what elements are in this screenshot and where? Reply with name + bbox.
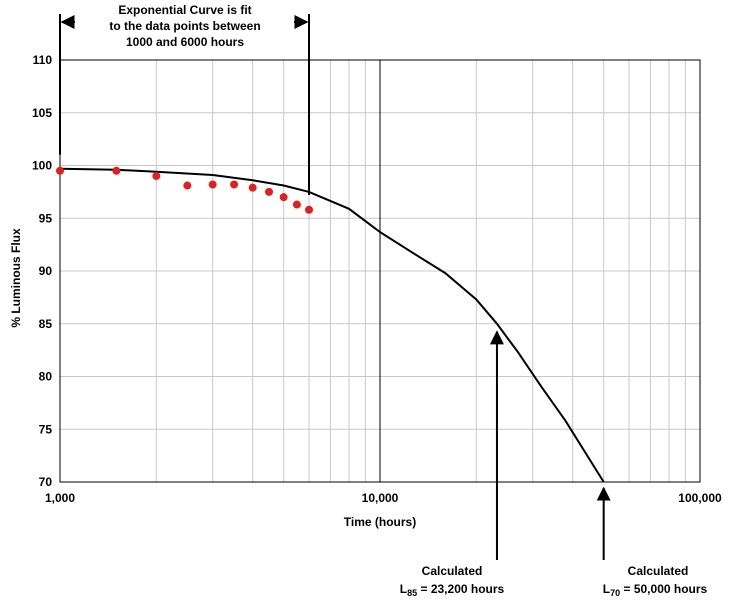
data-points bbox=[56, 166, 314, 214]
y-tick-label: 80 bbox=[39, 370, 53, 384]
y-tick-label: 110 bbox=[33, 53, 53, 67]
l85-prefix: L bbox=[400, 582, 407, 596]
data-point bbox=[292, 200, 301, 209]
y-tick-label: 95 bbox=[39, 211, 53, 225]
data-point bbox=[152, 172, 161, 181]
l70-subscript: 70 bbox=[610, 588, 620, 598]
plot-frame bbox=[59, 59, 701, 483]
l85-suffix: = 23,200 hours bbox=[417, 582, 504, 596]
x-tick-label: 100,000 bbox=[678, 491, 722, 505]
data-point bbox=[248, 183, 257, 192]
x-axis-ticks: 1,000 10,000 100,000 bbox=[45, 491, 722, 505]
data-point bbox=[183, 181, 192, 190]
fit-range-text-3: 1000 and 6000 hours bbox=[126, 35, 244, 49]
fit-range-annotation: Exponential Curve is fit to the data poi… bbox=[59, 3, 311, 196]
data-point bbox=[230, 180, 239, 189]
data-point bbox=[305, 205, 314, 214]
x-tick-label: 10,000 bbox=[362, 491, 399, 505]
y-tick-label: 70 bbox=[39, 475, 53, 489]
l85-label-1: Calculated bbox=[422, 564, 483, 578]
l70-label-2: L70 = 50,000 hours bbox=[603, 582, 708, 598]
fit-range-text-1: Exponential Curve is fit bbox=[118, 3, 251, 17]
l85-label-2: L85 = 23,200 hours bbox=[400, 582, 505, 598]
y-axis-title: % Luminous Flux bbox=[9, 228, 23, 328]
y-tick-label: 90 bbox=[39, 264, 53, 278]
y-axis-ticks: 70 75 80 85 90 95 100 105 110 bbox=[32, 53, 52, 489]
data-point bbox=[279, 193, 288, 202]
fit-range-text-2: to the data points between bbox=[109, 19, 260, 33]
x-axis-title: Time (hours) bbox=[344, 515, 416, 529]
l70-annotation: Calculated L70 = 50,000 hours bbox=[596, 486, 708, 598]
data-point bbox=[56, 166, 64, 175]
data-point bbox=[208, 180, 217, 189]
x-tick-label: 1,000 bbox=[45, 491, 75, 505]
l85-annotation: Calculated L85 = 23,200 hours bbox=[400, 330, 505, 598]
y-tick-label: 75 bbox=[39, 422, 53, 436]
fit-curve bbox=[59, 167, 605, 483]
y-tick-label: 100 bbox=[32, 159, 52, 173]
l70-prefix: L bbox=[603, 582, 610, 596]
l70-suffix: = 50,000 hours bbox=[620, 582, 707, 596]
grid bbox=[59, 59, 701, 483]
data-point bbox=[265, 187, 274, 196]
y-tick-label: 85 bbox=[39, 317, 53, 331]
data-point bbox=[112, 166, 121, 175]
y-tick-label: 105 bbox=[32, 106, 52, 120]
l70-label-1: Calculated bbox=[628, 564, 689, 578]
l85-subscript: 85 bbox=[407, 588, 417, 598]
